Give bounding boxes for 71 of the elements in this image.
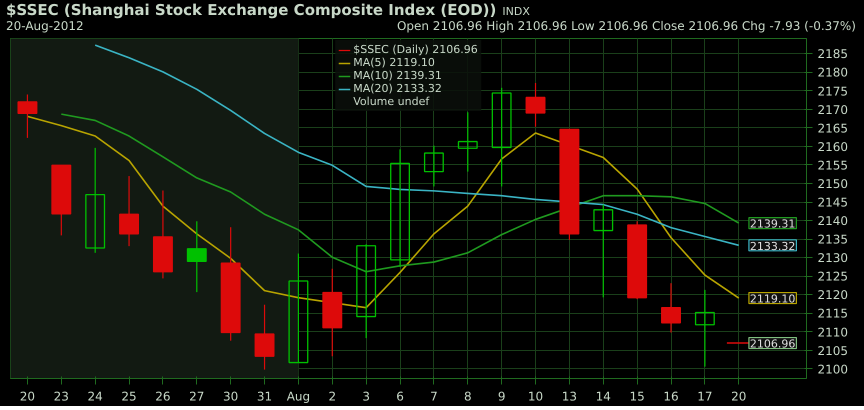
y-tick-label: 2105 [818,344,848,358]
x-tick-label: 14 [596,390,611,404]
legend-label: $SSEC (Daily) 2106.96 [353,43,478,56]
candlestick [424,145,444,188]
y-tick-label: 2150 [818,176,848,191]
x-tick-label: 13 [562,390,578,404]
annotation: 2119.10 [750,292,796,306]
text: Open 2106.96 High 2106.96 Low 2106.96 Close 2106.96 Chg -7.93 (-0.37%) [396,18,856,35]
x-tick-label: 8 [464,390,472,404]
y-tick-label: 2115 [818,306,848,321]
y-tick-label: 2125 [818,270,848,284]
legend-label: MA(5) 2119.10 [353,56,435,69]
y-tick-label: 2120 [818,288,848,302]
x-tick-label: 27 [189,390,204,404]
text: Volume undef [353,95,430,108]
y-tick-label: 2160 [818,140,848,154]
candlestick [85,147,106,254]
candlestick [119,175,140,247]
x-tick-label: 20 [20,390,36,404]
candlestick [390,148,410,268]
annotation: 2133.32 [750,240,796,253]
y-tick-label: 2135 [818,232,848,247]
candlestick [593,204,614,298]
chart-title: $SSEC (Shanghai Stock Exchange Composite Index (EOD)) [6,0,496,20]
y-tick-label: 2100 [818,362,848,376]
y-tick-label: 2155 [818,158,848,172]
x-tick-label: 24 [88,390,103,404]
y-tick-label: 2130 [818,251,848,266]
x-tick-label: 2 [328,390,336,404]
y-tick-label: 2145 [818,196,848,210]
x-tick-label: 23 [54,390,69,404]
x-tick-label: 17 [697,390,713,404]
candlestick [492,87,512,188]
x-tick-label: 10 [528,390,544,404]
line-series [94,44,740,246]
y-tick-label: 2180 [818,66,848,80]
x-tick-label: 30 [223,390,238,404]
candlestick [17,94,38,138]
x-tick-label: 15 [630,390,645,404]
candlestick [254,304,275,370]
legend-label: MA(20) 2133.32 [353,82,442,95]
y-tick-label: 2110 [818,325,848,340]
x-tick-label: 26 [155,390,171,404]
text: 20-Aug-2012 [6,18,84,35]
candlestick [356,244,376,339]
candlestick [661,282,681,334]
x-tick-label: 16 [663,390,679,404]
candlestick [288,252,308,364]
x-tick-label: 20 [731,390,746,404]
y-tick-label: 2170 [818,102,848,117]
line-series [60,113,740,273]
x-tick-label: 3 [362,390,370,404]
candlestick [458,112,478,172]
annotation: 2106.96 [750,338,796,351]
x-tick-label: 25 [121,390,137,404]
x-tick-label: 9 [498,390,506,404]
line-series [26,116,740,308]
annotation: 2139.31 [750,218,796,231]
candlestick [186,220,207,293]
candlestick [694,289,715,368]
x-tick-label: Aug [286,390,310,404]
x-tick-label: 6 [396,390,404,404]
y-tick-label: 2140 [818,214,848,228]
y-tick-label: 2185 [818,47,848,62]
x-tick-label: 7 [430,390,438,404]
y-tick-label: 2175 [818,84,848,98]
candlestick [526,82,546,128]
y-tick-label: 2165 [818,121,848,136]
legend-label: MA(10) 2139.31 [353,69,442,82]
x-tick-label: 31 [256,390,272,404]
chart-subtitle: INDX [502,4,530,20]
